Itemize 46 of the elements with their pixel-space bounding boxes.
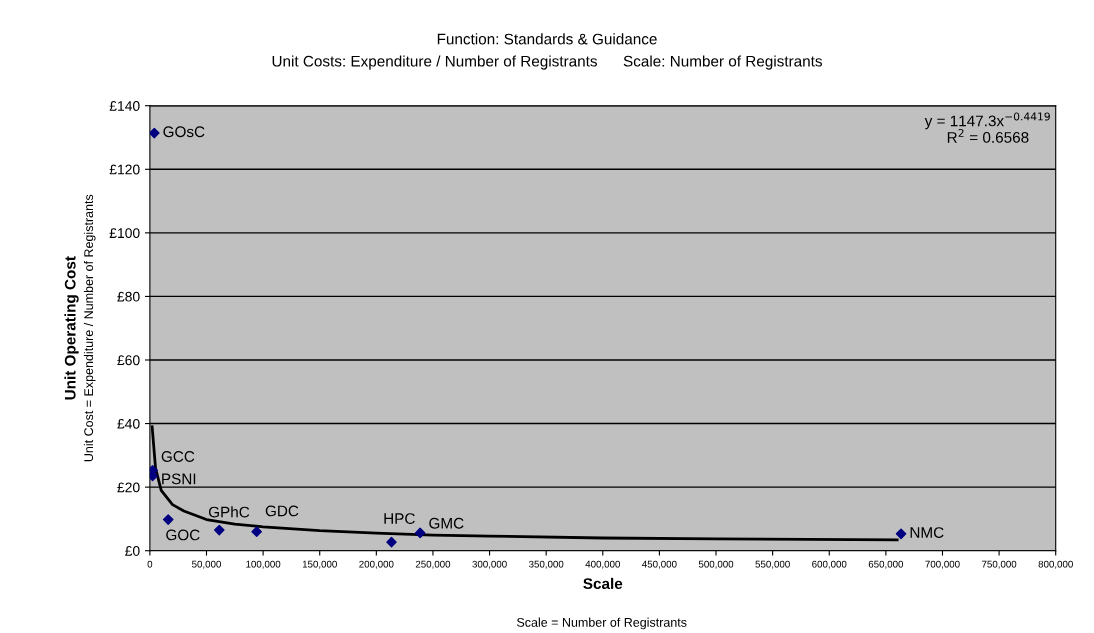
point: [162, 514, 174, 525]
x-tick-label: 0: [147, 560, 153, 568]
x-tick-label: 800,000: [1038, 560, 1073, 569]
y-tick-label: £60: [117, 355, 140, 366]
x-tick-label: 300,000: [472, 560, 507, 569]
x-tick-label: 450,000: [642, 560, 677, 569]
x-tick-label: 150,000: [302, 560, 337, 569]
annotation: GCC: [161, 451, 195, 462]
annotation: GOC: [166, 529, 200, 541]
x-tick-label: 700,000: [925, 560, 960, 569]
x-tick-label: 350,000: [528, 560, 564, 569]
x-tick-label: 50,000: [192, 560, 221, 569]
annotation: PSNI: [162, 473, 196, 485]
point: [895, 528, 907, 540]
point: [414, 527, 426, 539]
text: Unit Operating Cost Unit Cost = Expenditure / Number of Registrants: [64, 194, 96, 462]
y-tick-label: £40: [117, 418, 140, 429]
y-tick-label: £20: [117, 482, 140, 493]
x-tick-label: 750,000: [982, 560, 1017, 569]
x-tick-label: 100,000: [246, 560, 281, 569]
x-tick-label: 250,000: [415, 560, 451, 569]
chart-subtitle: Unit Costs: Expenditure / Number of Registrants Scale: Number of Registrants: [272, 55, 822, 70]
annotation: GOsC: [163, 126, 205, 138]
x-tick-label: 650,000: [868, 560, 904, 569]
annotation: GPhC: [208, 506, 250, 518]
x-tick-label: 600,000: [812, 560, 847, 569]
y-tick-label: £80: [117, 291, 140, 302]
x-tick-label: 550,000: [755, 560, 790, 569]
y-tick-label: £120: [109, 164, 140, 175]
annotation: HPC: [384, 513, 415, 525]
point: [213, 524, 225, 536]
annotation: NMC: [910, 527, 944, 538]
y-tick-label: £0: [125, 546, 140, 556]
text: Scale Scale = Number of Registrants: [516, 577, 687, 630]
x-tick-label: 200,000: [359, 560, 394, 569]
point: [149, 127, 160, 139]
x-tick-label: 500,000: [698, 560, 734, 569]
text: y = 1147.3x$^{−0.4419}$ R$^{2}$ = 0.6568: [924, 112, 1050, 143]
point: [251, 526, 262, 537]
y-tick-label: £100: [109, 228, 140, 239]
point: [386, 536, 397, 548]
chart-title: Function: Standards & Guidance: [437, 33, 657, 45]
annotation: GMC: [429, 517, 464, 529]
y-tick-label: £140: [109, 101, 140, 111]
x-tick-label: 400,000: [585, 560, 620, 569]
annotation: GDC: [265, 505, 299, 517]
